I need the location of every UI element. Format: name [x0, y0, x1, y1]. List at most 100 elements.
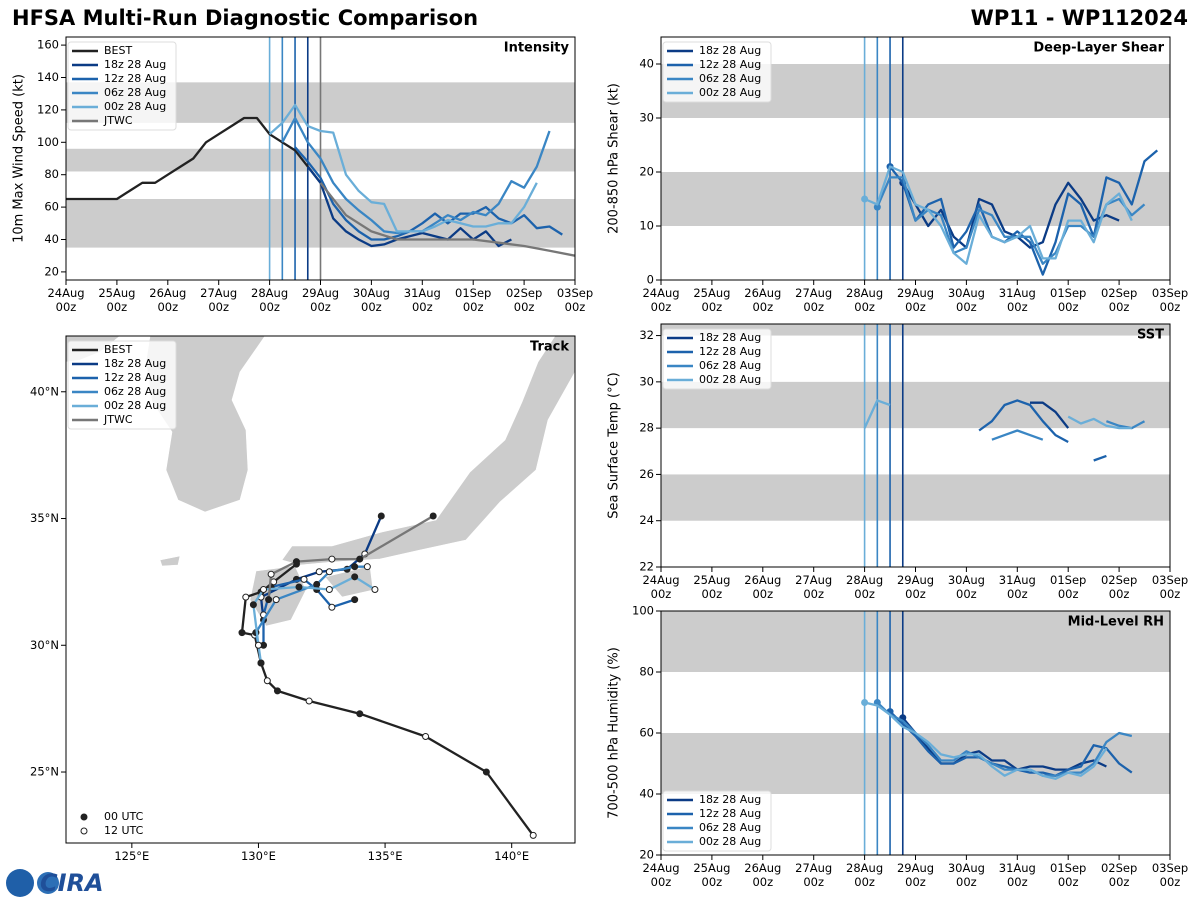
x-tick-label: 140°E [494, 849, 530, 863]
y-tick-label: 60 [44, 200, 59, 214]
y-tick-label: 140 [37, 70, 59, 84]
track-point [351, 563, 359, 571]
track-point [260, 586, 268, 593]
series-line [864, 165, 1133, 265]
x-tick-label: 02Sep 00z [1100, 573, 1138, 601]
x-tick-label: 30Aug 00z [947, 861, 985, 889]
track-point [328, 555, 336, 563]
legend-label: BEST [104, 44, 132, 57]
legend-label: JTWC [103, 114, 133, 127]
y-tick-label: 40 [639, 57, 654, 71]
track-point [272, 596, 280, 604]
x-tick-label: 29Aug 00z [301, 286, 340, 314]
y-tick-label: 160 [37, 38, 59, 52]
legend-label: 00z 28 Aug [104, 399, 166, 412]
legend-label: 06z 28 Aug [104, 86, 166, 99]
x-tick-label: 28Aug 00z [846, 286, 884, 314]
x-tick-label: 27Aug 00z [795, 286, 833, 314]
y-tick-label: 28 [639, 421, 654, 435]
x-tick-label: 29Aug 00z [896, 573, 935, 601]
figure-title: HFSA Multi-Run Diagnostic Comparison [12, 6, 478, 30]
shaded-band [661, 474, 1170, 521]
x-tick-label: 27Aug 00z [200, 286, 238, 314]
x-tick-label: 25Aug 00z [98, 286, 136, 314]
x-tick-label: 28Aug 00z [846, 573, 884, 601]
plot-area [661, 611, 1170, 855]
x-tick-label: 30Aug 00z [947, 286, 985, 314]
track-point [529, 831, 537, 839]
track-point [363, 563, 371, 571]
y-tick-label: 10 [639, 219, 654, 233]
x-tick-label: 02Sep 00z [1100, 286, 1138, 314]
track-point [351, 596, 359, 604]
x-tick-label: 24Aug 00z [642, 861, 680, 889]
track-point [356, 710, 364, 718]
x-tick-label: 03Sep 00z [1151, 861, 1189, 889]
storm-id: WP11 - WP112024 [971, 6, 1188, 30]
series-line [66, 116, 322, 201]
y-tick-label: 25°N [30, 765, 59, 779]
y-tick-label: 40 [44, 232, 59, 246]
track-point [315, 568, 323, 576]
legend-label: JTWC [103, 413, 133, 426]
legend-label: 12z 28 Aug [104, 371, 166, 384]
x-tick-label: 135°E [367, 849, 403, 863]
honshu [281, 336, 575, 566]
y-axis-label: 10m Max Wind Speed (kt) [12, 74, 27, 243]
x-tick-label: 01Sep 00z [1050, 861, 1087, 889]
track-point [249, 601, 257, 609]
y-tick-label: 80 [639, 665, 654, 679]
track-point [377, 512, 385, 520]
y-tick-label: 120 [37, 102, 59, 116]
y-axis-label: Sea Surface Temp (°C) [607, 372, 622, 519]
y-tick-label: 24 [639, 513, 654, 527]
shaded-band [661, 381, 1170, 429]
y-tick-label: 30 [639, 374, 654, 388]
legend-box [662, 790, 772, 852]
legend-label: 12z 28 Aug [104, 72, 166, 85]
legend-marker [80, 813, 88, 821]
track-line [267, 515, 434, 600]
track-point [265, 596, 273, 604]
panel-title: SST [1137, 328, 1164, 343]
legend-label: 00 UTC [104, 810, 144, 823]
y-tick-label: 32 [639, 328, 654, 342]
x-tick-label: 02Sep 00z [1100, 861, 1138, 889]
track-point [313, 580, 321, 588]
panel-title: Intensity [504, 41, 570, 56]
y-axis-label: 700-500 hPa Humidity (%) [607, 647, 622, 819]
island [159, 555, 181, 567]
x-tick-label: 01Sep 00z [1050, 573, 1087, 601]
track-point [328, 603, 336, 611]
legend-label: 18z 28 Aug [104, 58, 166, 71]
x-tick-label: 25Aug 00z [693, 286, 731, 314]
track-point [238, 629, 246, 637]
track-line [252, 575, 376, 664]
x-tick-label: 28Aug 00z [846, 861, 884, 889]
plot-frame [65, 335, 576, 844]
x-tick-label: 30Aug 00z [352, 286, 390, 314]
track-point [300, 575, 308, 583]
legend-label: 00z 28 Aug [699, 86, 761, 99]
x-tick-label: 01Sep 00z [455, 286, 492, 314]
legend-label: 12z 28 Aug [699, 58, 761, 71]
series-line [306, 165, 512, 248]
x-tick-label: 25Aug 00z [693, 861, 731, 889]
start-marker [861, 195, 869, 203]
legend-label: 06z 28 Aug [699, 359, 761, 372]
track-point [292, 558, 300, 566]
track-point [325, 586, 333, 593]
legend-marker [80, 827, 88, 835]
legend-label: 00z 28 Aug [104, 100, 166, 113]
track-point [422, 733, 430, 741]
track-point [371, 586, 379, 593]
y-tick-label: 80 [44, 167, 59, 181]
legend-box [662, 328, 772, 390]
x-tick-label: 03Sep 00z [1151, 573, 1189, 601]
y-tick-label: 35°N [30, 511, 59, 525]
legend-box [662, 41, 772, 103]
track-point [325, 568, 333, 576]
x-tick-label: 24Aug 00z [642, 573, 680, 601]
x-tick-label: 03Sep 00z [1151, 286, 1189, 314]
